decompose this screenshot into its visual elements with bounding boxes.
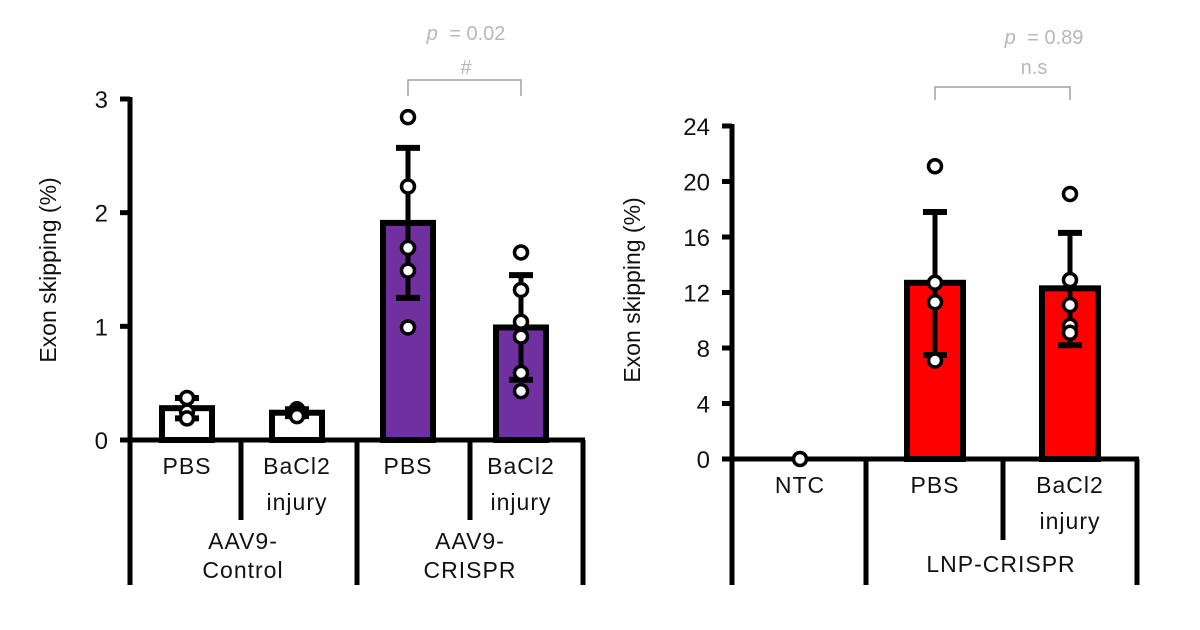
p-symbol: p (1004, 27, 1016, 49)
p-value: = 0.89 (1027, 27, 1083, 49)
category-label: NTC (775, 472, 825, 498)
bar-group (269, 401, 325, 444)
category-label: BaCl2 (263, 453, 331, 479)
data-point (512, 364, 530, 382)
category-label: BaCl2 (487, 453, 555, 479)
bar-group (1039, 185, 1101, 462)
data-point (926, 352, 944, 369)
bar-group (159, 389, 215, 444)
y-tick-label: 24 (683, 114, 710, 141)
data-point (399, 108, 417, 126)
category-label: injury (1040, 508, 1101, 534)
y-tick-label: 3 (95, 87, 108, 114)
group-label: AAV9- (435, 528, 505, 554)
category-labels: NTC PBS BaCl2 injury LNP-CRISPR (775, 459, 1140, 585)
group-label: AAV9- (208, 528, 278, 554)
significance-annotation: p = 0.89 n.s (934, 27, 1084, 100)
data-point (791, 450, 809, 468)
y-axis-title: Exon skipping (%) (619, 197, 645, 382)
significance-mark: # (460, 57, 472, 79)
group-label: CRISPR (424, 557, 517, 583)
p-value: = 0.02 (449, 23, 505, 45)
p-value-label: p = 0.89 (1004, 27, 1084, 49)
data-point (1061, 271, 1079, 289)
data-point (1061, 296, 1079, 314)
data-point (512, 328, 530, 345)
chart-lnp: Exon skipping (%) 0 4 8 12 16 20 24 NTC PBS BaCl… (619, 27, 1140, 585)
y-tick-label: 20 (683, 170, 710, 197)
data-point (399, 319, 417, 336)
group-label: LNP-CRISPR (926, 551, 1075, 577)
y-tick-label: 8 (697, 336, 710, 363)
bars (159, 108, 549, 444)
category-label: PBS (162, 453, 211, 479)
y-tick-label: 2 (95, 201, 108, 228)
data-point (926, 274, 944, 292)
data-point (926, 157, 944, 175)
data-point (1061, 324, 1079, 341)
category-labels: PBS BaCl2 injury PBS BaCl2 injury AAV9- Control… (162, 440, 586, 585)
significance-bracket (407, 79, 522, 96)
y-tick-label: 0 (95, 428, 108, 455)
bar (1039, 285, 1101, 462)
y-tick-label: 16 (683, 225, 710, 252)
y-tick-label: 4 (697, 392, 710, 419)
data-point (399, 262, 417, 279)
category-label: injury (267, 489, 328, 515)
data-point (1061, 185, 1079, 203)
y-axis-title: Exon skipping (%) (35, 177, 61, 362)
category-label: PBS (910, 472, 959, 498)
significance-bracket (934, 86, 1071, 100)
data-point (399, 239, 417, 257)
bar-group (791, 450, 809, 468)
p-value-label: p = 0.02 (426, 23, 506, 45)
data-point (512, 382, 530, 400)
group-label: Control (202, 557, 283, 583)
bar-group (904, 157, 966, 462)
category-label: injury (491, 489, 552, 515)
data-point (288, 407, 306, 425)
y-tick-label: 1 (95, 314, 108, 341)
p-symbol: p (426, 23, 438, 45)
bar-group (380, 108, 436, 443)
category-label: BaCl2 (1036, 472, 1104, 498)
data-point (512, 281, 530, 299)
data-point (178, 410, 196, 427)
bars (791, 157, 1101, 468)
significance-mark: n.s (1021, 57, 1048, 79)
y-tick-label: 12 (683, 281, 710, 308)
data-point (512, 313, 530, 331)
data-point (512, 244, 530, 261)
bar-group (493, 244, 549, 443)
data-point (399, 178, 417, 195)
category-label: PBS (383, 453, 432, 479)
data-point (178, 389, 196, 407)
data-point (926, 293, 944, 311)
significance-annotation: p = 0.02 # (407, 23, 522, 96)
y-tick-label: 0 (697, 447, 710, 474)
